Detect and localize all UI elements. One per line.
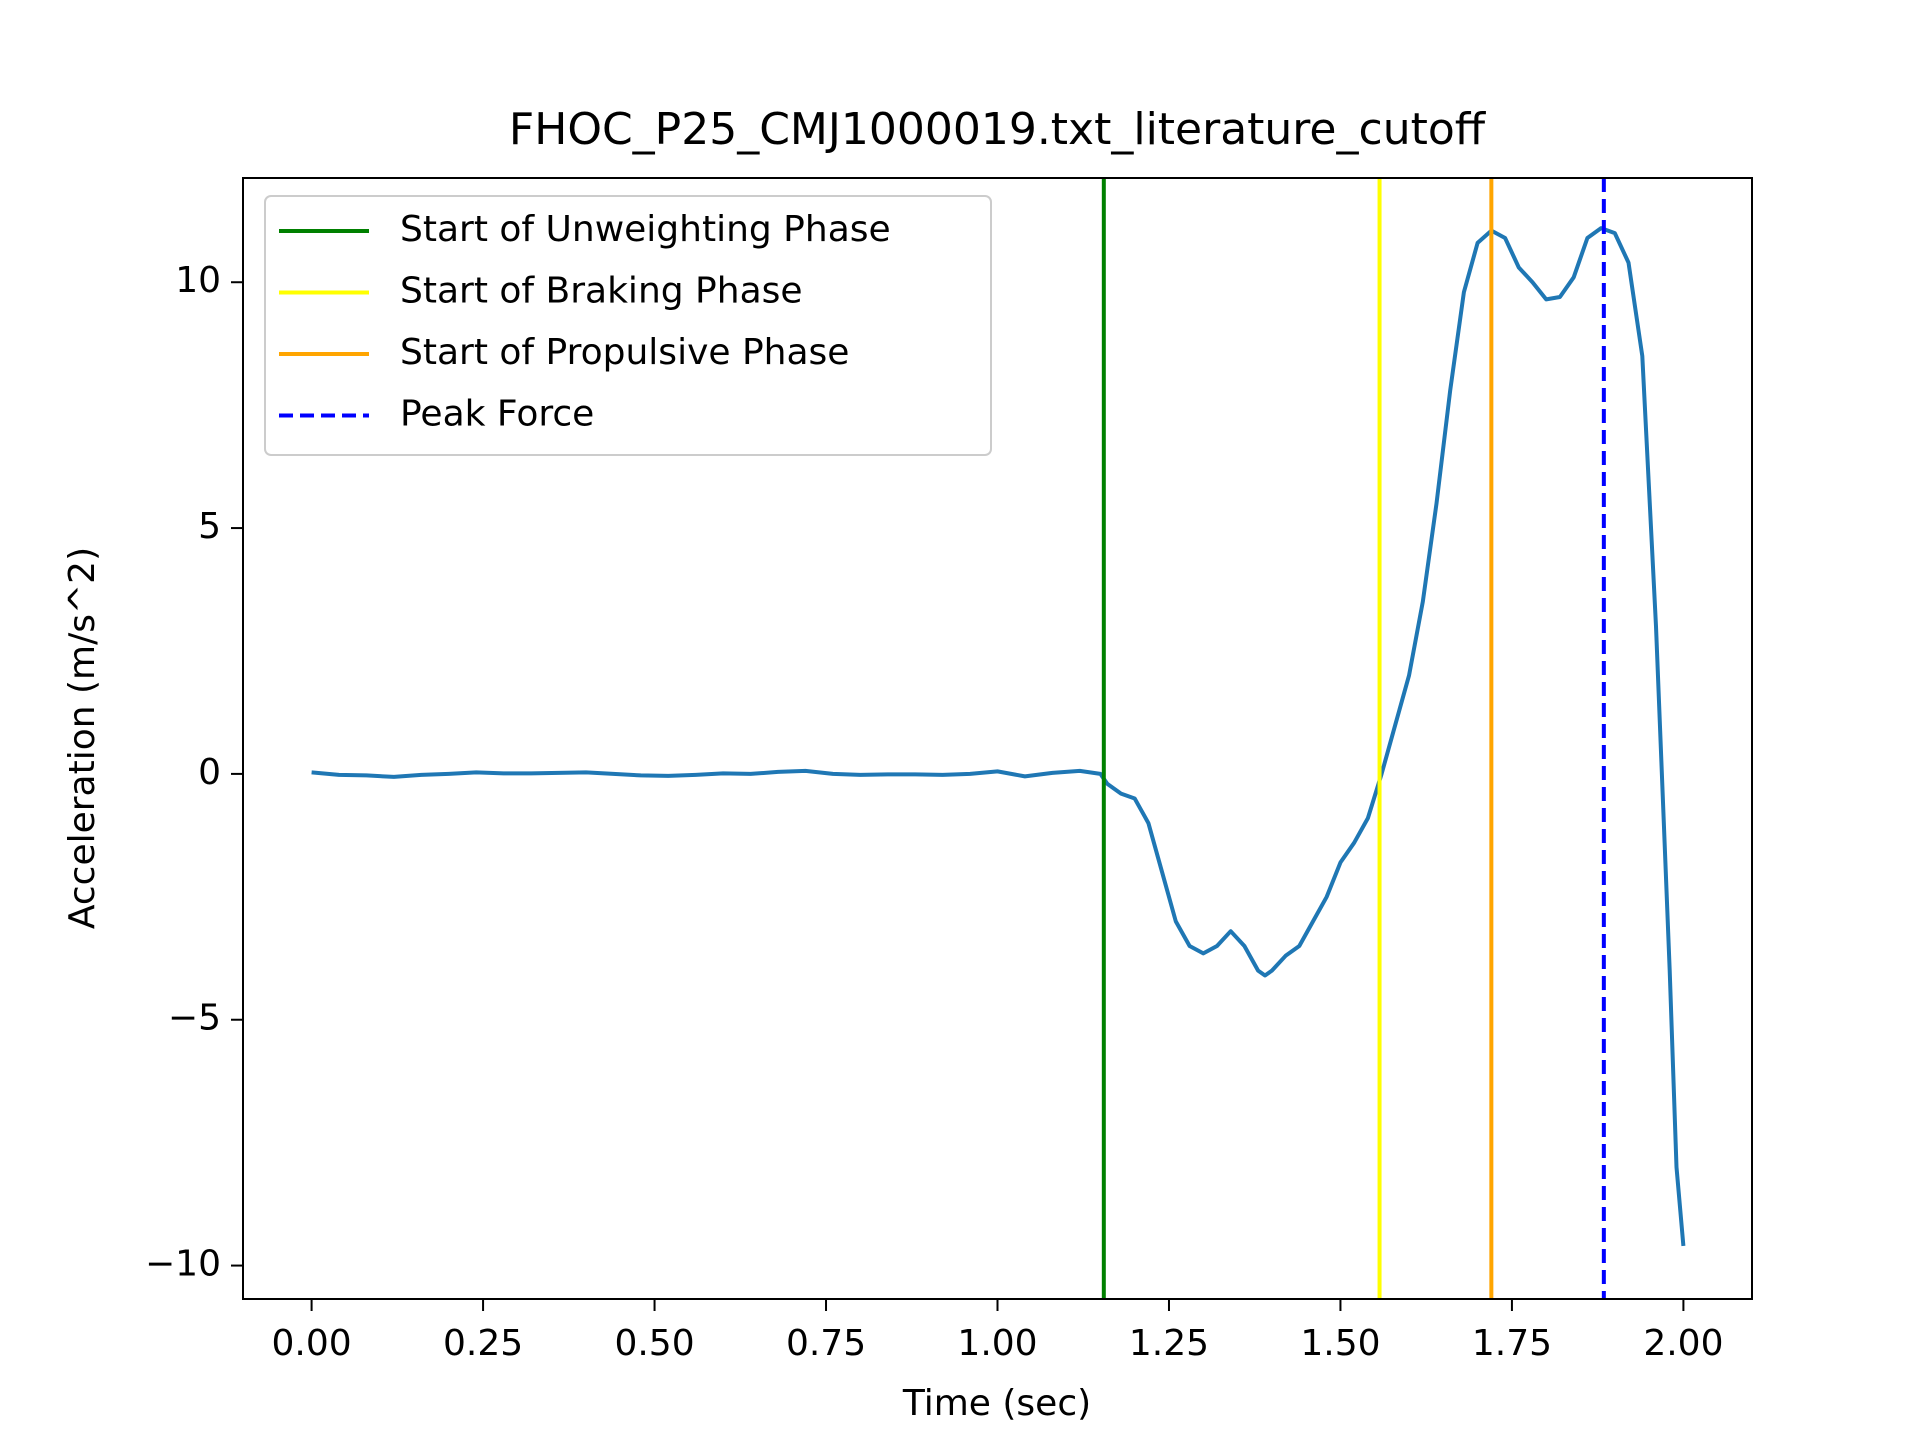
x-tick-label: 1.75 bbox=[1472, 1323, 1552, 1364]
x-axis-label: Time (sec) bbox=[902, 1383, 1091, 1424]
legend-label: Start of Propulsive Phase bbox=[400, 332, 849, 373]
y-tick-label: 5 bbox=[198, 506, 221, 547]
x-tick-label: 0.50 bbox=[614, 1323, 694, 1364]
x-tick-label: 2.00 bbox=[1643, 1323, 1723, 1364]
y-tick-label: 10 bbox=[175, 260, 221, 301]
data-line bbox=[311, 226, 1686, 1247]
y-tick-label: −5 bbox=[168, 998, 221, 1039]
x-tick-label: 0.75 bbox=[786, 1323, 866, 1364]
plot-frame bbox=[242, 177, 1753, 1300]
legend-label: Start of Unweighting Phase bbox=[400, 209, 891, 250]
y-tick-label: 0 bbox=[198, 752, 221, 793]
x-tick-label: 0.25 bbox=[443, 1323, 523, 1364]
y-tick-label: −10 bbox=[145, 1244, 221, 1285]
x-tick-label: 1.00 bbox=[957, 1323, 1037, 1364]
x-tick-label: 1.50 bbox=[1300, 1323, 1380, 1364]
legend-box bbox=[264, 195, 992, 456]
legend-label: Peak Force bbox=[400, 394, 594, 435]
x-tick-label: 0.00 bbox=[272, 1323, 352, 1364]
y-axis-label: Acceleration (m/s^2) bbox=[62, 547, 103, 929]
chart-title: FHOC_P25_CMJ1000019.txt_literature_cutof… bbox=[509, 104, 1487, 155]
legend-label: Start of Braking Phase bbox=[400, 271, 803, 312]
x-tick-label: 1.25 bbox=[1129, 1323, 1209, 1364]
